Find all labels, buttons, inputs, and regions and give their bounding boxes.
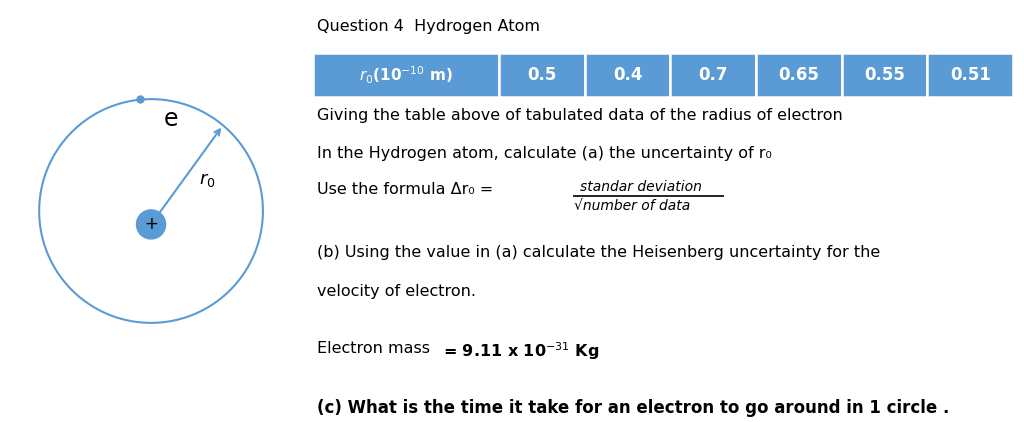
Text: (c) What is the time it take for an electron to go around in 1 circle .: (c) What is the time it take for an elec… — [316, 399, 949, 417]
Text: 0.4: 0.4 — [612, 66, 642, 84]
Text: 0.5: 0.5 — [527, 66, 557, 84]
Text: Electron mass: Electron mass — [316, 341, 439, 356]
Text: 0.7: 0.7 — [698, 66, 728, 84]
Text: 0.65: 0.65 — [778, 66, 819, 84]
Text: In the Hydrogen atom, calculate (a) the uncertainty of r₀: In the Hydrogen atom, calculate (a) the … — [316, 146, 771, 162]
Text: e: e — [164, 107, 178, 131]
Text: $r_0$: $r_0$ — [199, 170, 215, 189]
Text: 0.51: 0.51 — [950, 66, 991, 84]
Bar — [499, 53, 585, 97]
Bar — [928, 53, 1013, 97]
Text: $r_0$(10$^{-10}$ m): $r_0$(10$^{-10}$ m) — [359, 64, 453, 86]
Text: 0.55: 0.55 — [864, 66, 905, 84]
Bar — [756, 53, 842, 97]
Text: Giving the table above of tabulated data of the radius of electron: Giving the table above of tabulated data… — [316, 108, 843, 123]
Text: velocity of electron.: velocity of electron. — [316, 284, 475, 299]
Bar — [313, 53, 499, 97]
Circle shape — [136, 210, 166, 239]
Text: Use the formula Δr₀ =: Use the formula Δr₀ = — [316, 182, 498, 197]
Text: standar deviation: standar deviation — [580, 180, 701, 194]
Bar — [671, 53, 756, 97]
Bar — [842, 53, 928, 97]
Bar — [585, 53, 671, 97]
Text: (b) Using the value in (a) calculate the Heisenberg uncertainty for the: (b) Using the value in (a) calculate the… — [316, 246, 880, 260]
Text: Question 4  Hydrogen Atom: Question 4 Hydrogen Atom — [316, 19, 540, 34]
Text: √number of data: √number of data — [574, 199, 690, 213]
Text: +: + — [144, 215, 158, 233]
Text: = 9.11 x 10$^{-31}$ Kg: = 9.11 x 10$^{-31}$ Kg — [442, 341, 599, 362]
